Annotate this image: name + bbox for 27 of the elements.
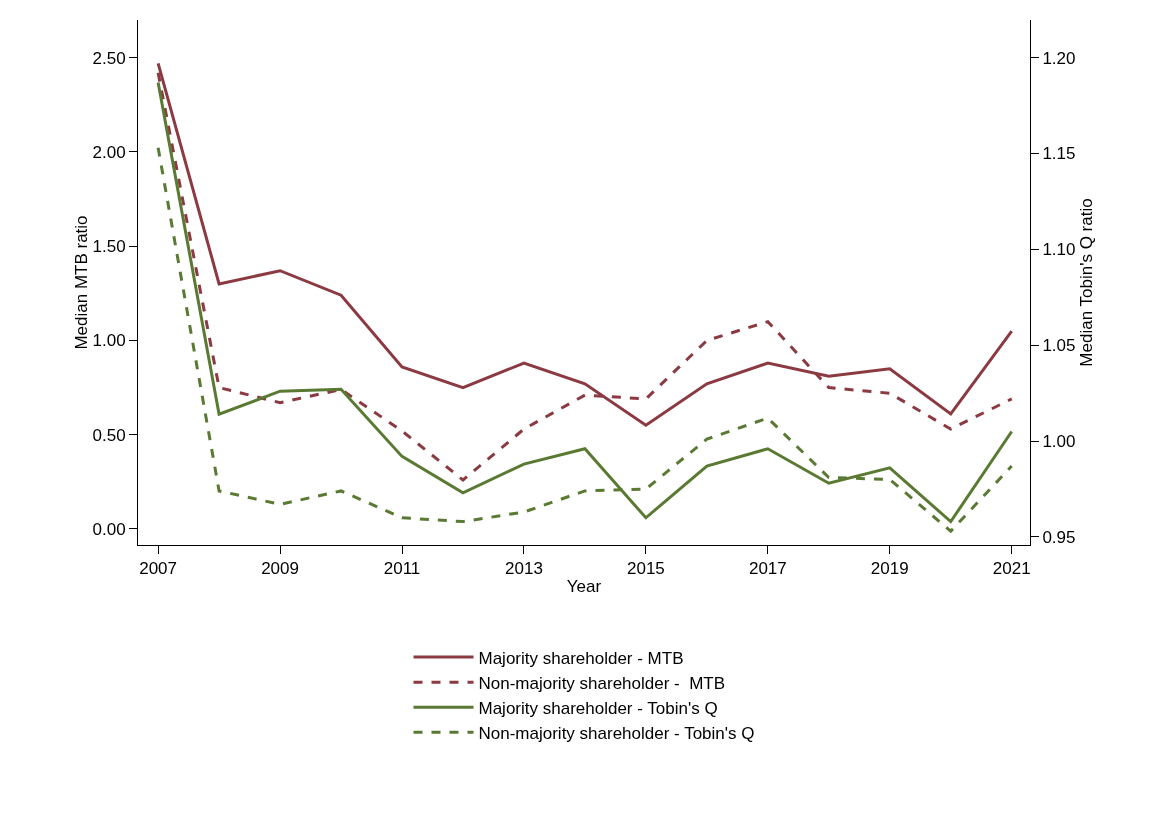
y2-tick-label: 1.00	[1042, 432, 1076, 452]
y-tick-label: 1.00	[92, 331, 126, 351]
y-tick-label: 1.50	[92, 237, 126, 257]
y2-axis-title: Median Tobin's Q ratio	[1077, 198, 1097, 367]
legend-label: Non-majority shareholder - MTB	[478, 673, 726, 693]
x-tick-label: 2013	[505, 559, 543, 579]
y-tick-label: 2.50	[92, 48, 126, 68]
y-tick-label: 0.00	[92, 519, 126, 539]
y2-tick-label: 1.20	[1042, 48, 1076, 68]
legend-label: Majority shareholder - Tobin's Q	[478, 698, 718, 718]
x-tick-label: 2011	[383, 559, 421, 579]
y2-tick-label: 1.15	[1042, 144, 1076, 164]
x-tick-label: 2015	[626, 559, 665, 579]
x-tick-label: 2021	[992, 559, 1031, 579]
y2-tick-label: 0.95	[1042, 527, 1076, 547]
legend-label: Non-majority shareholder - Tobin's Q	[478, 723, 755, 743]
legend-label: Majority shareholder - MTB	[478, 648, 684, 668]
x-tick-label: 2007	[139, 559, 178, 579]
x-tick-label: 2009	[261, 559, 299, 579]
y2-tick-label: 1.10	[1042, 240, 1076, 260]
x-axis-title: Year	[566, 576, 602, 596]
y-tick-label: 0.50	[92, 425, 126, 445]
y2-tick-label: 1.05	[1042, 336, 1076, 356]
x-tick-label: 2017	[748, 559, 787, 579]
y-axis-title: Median MTB ratio	[71, 215, 91, 350]
x-tick-label: 2019	[870, 559, 909, 579]
y-tick-label: 2.00	[92, 142, 126, 162]
